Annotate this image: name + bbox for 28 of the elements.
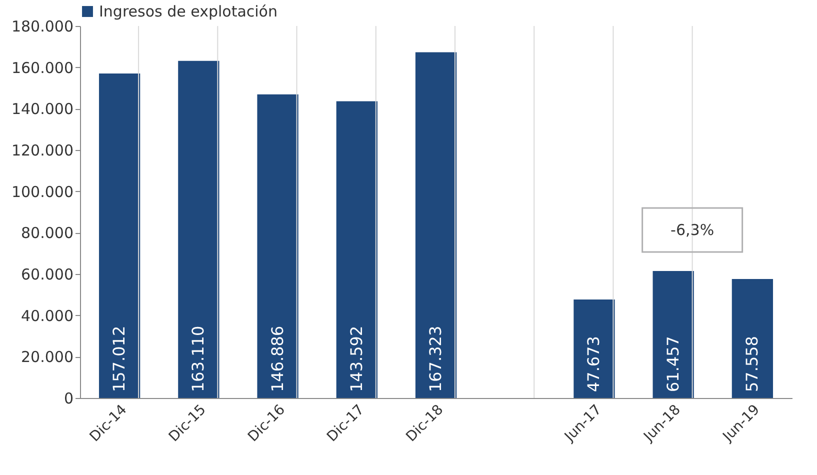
y-tick-label: 20.000 bbox=[21, 348, 74, 366]
bar bbox=[574, 299, 615, 398]
bar bbox=[732, 279, 774, 398]
data-label: 61.457 bbox=[663, 336, 682, 392]
data-label: 47.673 bbox=[584, 336, 604, 392]
y-tick-label: 180.000 bbox=[11, 18, 74, 36]
y-tick-label: 40.000 bbox=[21, 306, 74, 325]
data-label: 167.323 bbox=[426, 326, 445, 392]
y-tick-label: 120.000 bbox=[11, 142, 74, 160]
bar bbox=[336, 101, 378, 398]
bar bbox=[178, 60, 220, 398]
y-tick-label: 100.000 bbox=[11, 182, 74, 201]
data-label: 143.592 bbox=[346, 326, 366, 392]
bar bbox=[257, 94, 298, 398]
bar bbox=[415, 52, 457, 398]
data-label: 157.012 bbox=[110, 326, 129, 392]
data-label: 57.558 bbox=[742, 336, 762, 392]
legend-label: Ingresos de explotación bbox=[99, 2, 278, 20]
bar bbox=[98, 74, 140, 398]
bar bbox=[652, 270, 694, 398]
y-tick-label: 80.000 bbox=[21, 224, 74, 242]
y-tick-label: 60.000 bbox=[21, 266, 74, 284]
y-tick-label: 140.000 bbox=[11, 100, 74, 118]
data-label: 146.886 bbox=[268, 326, 287, 392]
y-tick-label: 160.000 bbox=[11, 58, 74, 77]
y-tick-label: 0 bbox=[64, 390, 74, 408]
annotation: -6,3% bbox=[670, 221, 714, 239]
data-label: 163.110 bbox=[188, 326, 208, 392]
